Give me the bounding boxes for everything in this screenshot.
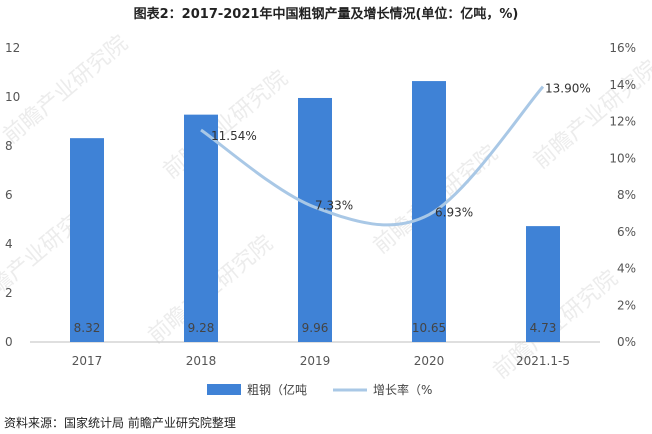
left-tick-label: 2 [5,286,13,300]
x-tick-label: 2017 [72,354,103,368]
source-note: 资料来源：国家统计局 前瞻产业研究院整理 [4,416,236,430]
x-tick-label: 2020 [414,354,445,368]
right-tick-label: 12% [609,115,636,129]
line-data-label: 11.54% [211,129,257,143]
left-tick-label: 0 [5,335,13,349]
watermark-text: 前瞻产业研究院 [159,66,293,184]
left-tick-label: 6 [5,188,13,202]
legend-swatch-bar [207,384,241,395]
left-tick-label: 8 [5,139,13,153]
left-tick-label: 10 [5,90,20,104]
bar-data-label: 9.96 [302,321,329,335]
bar [298,97,332,342]
line-data-label: 6.93% [435,206,473,220]
bar-data-labels: 8.32 9.28 9.96 10.65 4.73 [74,321,557,335]
chart-title: 图表2：2017-2021年中国粗钢产量及增长情况(单位：亿吨，%) [133,7,519,22]
bar-data-label: 9.28 [188,321,215,335]
x-tick-label: 2019 [300,354,331,368]
bar-data-label: 8.32 [74,321,101,335]
bar-series [70,81,560,342]
legend-label-line: 增长率（% [373,382,432,397]
bar [412,81,446,342]
right-tick-label: 2% [617,298,636,312]
bar-data-label: 4.73 [530,321,557,335]
right-tick-label: 16% [609,41,636,55]
bar [70,138,104,342]
x-tick-label: 2021.1-5 [516,354,570,368]
right-tick-label: 0% [617,335,636,349]
legend: 粗钢（亿吨 增长率（% [207,382,432,397]
right-axis: 0% 2% 4% 6% 8% 10% 12% 14% 16% [609,41,636,349]
right-tick-label: 14% [609,78,636,92]
left-tick-label: 12 [5,41,20,55]
left-axis: 0 2 4 6 8 10 12 [5,41,20,349]
growth-rate-line [200,85,545,227]
x-axis: 2017 2018 2019 2020 2021.1-5 [72,354,570,368]
bar [184,114,218,342]
right-tick-label: 6% [617,225,636,239]
right-tick-label: 10% [609,151,636,165]
bar [526,226,560,342]
right-tick-label: 8% [617,188,636,202]
left-tick-label: 4 [5,237,13,251]
legend-label-bar: 粗钢（亿吨 [247,382,307,397]
line-data-label: 7.33% [315,198,353,212]
right-tick-label: 4% [617,262,636,276]
x-tick-label: 2018 [186,354,217,368]
line-data-label: 13.90% [545,82,591,96]
line-data-labels: 11.54% 7.33% 6.93% 13.90% [211,82,591,220]
bar-data-label: 10.65 [412,321,446,335]
